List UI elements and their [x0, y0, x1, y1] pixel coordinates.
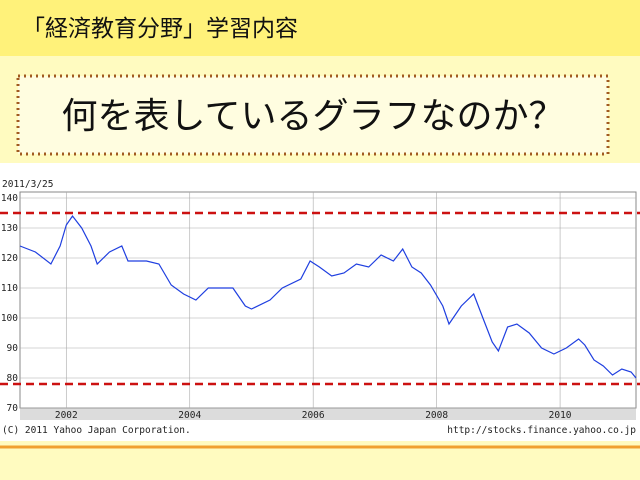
plot: 70 80 90 100 110 120 130 140 2002 2004 2006 2008 201…	[0, 191, 640, 421]
question: 何を表しているグラフなのか？	[62, 96, 565, 137]
x-tick-label: 2010	[549, 410, 572, 421]
copyright: (C) 2011 Yahoo Japan Corporation.	[2, 425, 191, 436]
y-tick-label: 120	[1, 253, 18, 264]
x-tick-label: 2004	[178, 410, 201, 421]
x-tick-label: 2008	[425, 410, 448, 421]
date-label: 2011/3/25	[2, 179, 53, 190]
chart-panel	[0, 163, 640, 441]
x-tick-label: 2002	[55, 410, 78, 421]
series-line	[19, 214, 637, 379]
y-tick-label: 110	[1, 283, 18, 294]
y-tick-label: 100	[1, 313, 18, 324]
slide-title: 「経済教育分野」学習内容	[22, 16, 298, 42]
x-tick-label: 2006	[302, 410, 325, 421]
x-axis-band	[20, 408, 636, 420]
y-tick-label: 80	[7, 373, 19, 384]
y-tick-label: 70	[7, 403, 19, 414]
header-band	[0, 0, 640, 56]
y-tick-label: 140	[1, 193, 18, 204]
question-box	[16, 74, 610, 156]
y-tick-label: 130	[1, 223, 18, 234]
y-tick-label: 90	[7, 343, 19, 354]
source: http://stocks.finance.yahoo.co.jp	[447, 425, 636, 436]
